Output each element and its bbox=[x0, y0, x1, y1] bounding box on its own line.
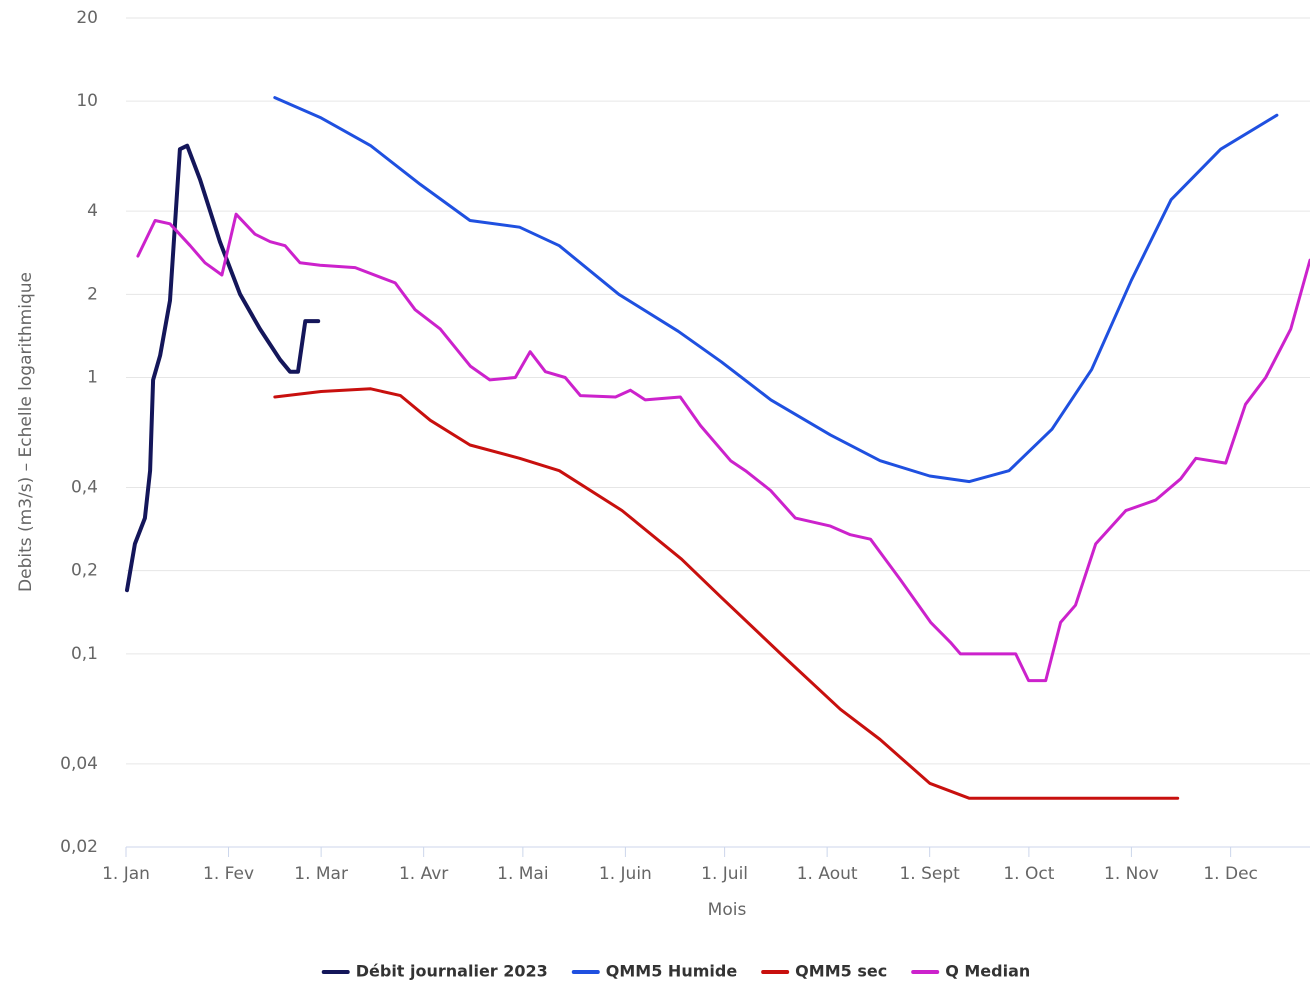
legend: Débit journalier 2023 QMM5 Humide QMM5 sec… bbox=[321, 962, 1030, 981]
y-tick-label: 20 bbox=[76, 8, 98, 28]
legend-item[interactable]: Q Median bbox=[911, 962, 1030, 981]
x-tick-label: 1. Sept bbox=[899, 864, 960, 884]
y-tick-label: 0,02 bbox=[60, 837, 98, 857]
x-tick-label: 1. Mai bbox=[497, 864, 548, 884]
series-line bbox=[273, 96, 1279, 484]
series-line bbox=[273, 387, 1180, 800]
x-tick-label: 1. Fev bbox=[203, 864, 254, 884]
legend-item[interactable]: QMM5 sec bbox=[761, 962, 887, 981]
y-tick-label: 10 bbox=[76, 91, 98, 111]
y-tick-label: 0,1 bbox=[71, 644, 98, 664]
y-axis-title: Debits (m3/s) – Echelle logarithmique bbox=[16, 272, 36, 592]
x-axis-title: Mois bbox=[708, 900, 747, 920]
x-tick-label: 1. Jan bbox=[102, 864, 150, 884]
legend-label: QMM5 sec bbox=[795, 962, 887, 981]
x-tick-label: 1. Aout bbox=[797, 864, 858, 884]
legend-label: Q Median bbox=[945, 962, 1030, 981]
y-tick-label: 0,2 bbox=[71, 561, 98, 581]
x-tick-label: 1. Oct bbox=[1003, 864, 1054, 884]
legend-label: Débit journalier 2023 bbox=[356, 962, 548, 981]
series-line bbox=[125, 143, 321, 593]
x-tick-label: 1. Dec bbox=[1203, 864, 1258, 884]
x-tick-label: 1. Avr bbox=[399, 864, 448, 884]
series-line bbox=[136, 212, 1310, 683]
legend-item[interactable]: Débit journalier 2023 bbox=[321, 962, 548, 981]
y-tick-label: 0,04 bbox=[60, 754, 98, 774]
y-tick-label: 4 bbox=[87, 201, 98, 221]
x-tick-label: 1. Juin bbox=[599, 864, 652, 884]
legend-item[interactable]: QMM5 Humide bbox=[571, 962, 738, 981]
x-tick-label: 1. Juil bbox=[701, 864, 748, 884]
y-tick-label: 0,4 bbox=[71, 477, 98, 497]
legend-label: QMM5 Humide bbox=[606, 962, 738, 981]
x-tick-label: 1. Nov bbox=[1104, 864, 1159, 884]
x-tick-label: 1. Mar bbox=[294, 864, 348, 884]
y-tick-label: 2 bbox=[87, 284, 98, 304]
y-tick-label: 1 bbox=[87, 368, 98, 388]
